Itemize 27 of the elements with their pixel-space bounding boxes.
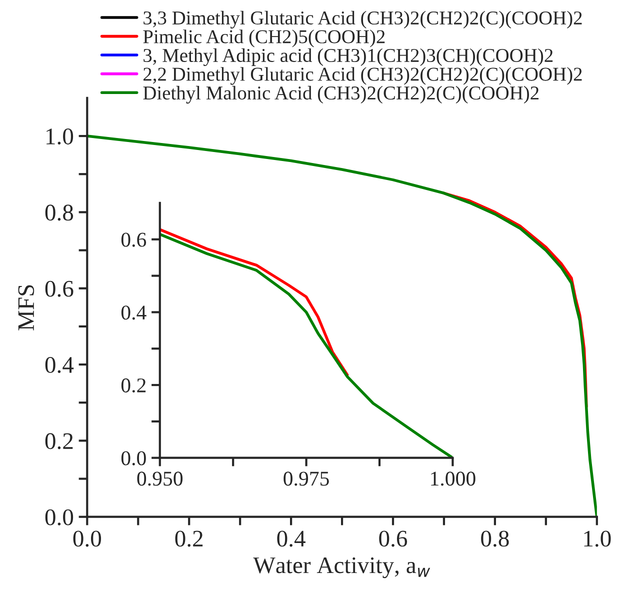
y-tick-label: 0.0	[45, 509, 74, 526]
legend-label: 2,2 Dimethyl Glutaric Acid (CH3)2(CH2)2(C)(COOH)2	[144, 67, 582, 85]
y-tick-label: 0.6	[121, 232, 146, 247]
y-tick-label: 0.6	[45, 280, 74, 297]
x-tick-label: 0.6	[379, 530, 408, 547]
legend-label: 3, Methyl Adipic acid (CH3)1(CH2)3(CH)(COOH)2	[144, 48, 553, 66]
y-axis-title: MFS	[18, 285, 34, 330]
y-tick-label: 0.8	[45, 204, 74, 221]
y-tick-label: 1.0	[46, 128, 74, 145]
x-tick-label: 0.975	[284, 472, 329, 486]
y-tick-label: 0.2	[121, 378, 146, 393]
x-tick-label: 0.950	[137, 472, 183, 486]
x-tick-label: 0.8	[481, 530, 509, 547]
x-tick-label: 1.0	[584, 530, 611, 547]
legend-label: 3,3 Dimethyl Glutaric Acid (CH3)2(CH2)2(C)(COOH)2	[144, 10, 582, 29]
x-tick-label: 1.000	[431, 472, 476, 486]
legend-label: Pimelic Acid (CH2)5(COOH)2	[143, 30, 385, 48]
y-tick-label: 0.0	[121, 451, 146, 466]
x-tick-label: 0.4	[277, 530, 306, 547]
x-tick-label: 0.0	[73, 530, 102, 547]
x-tick-label: 0.2	[175, 530, 203, 547]
line-series	[160, 228, 349, 376]
y-tick-label: 0.4	[121, 306, 146, 320]
legend-label: Diethyl Malonic Acid (CH3)2(CH2)2(C)(COOH)2	[143, 86, 539, 104]
x-axis-title: Water Activity, a$_{w}$	[253, 557, 430, 578]
y-tick-label: 0.2	[45, 433, 73, 450]
y-tick-label: 0.4	[45, 357, 74, 374]
